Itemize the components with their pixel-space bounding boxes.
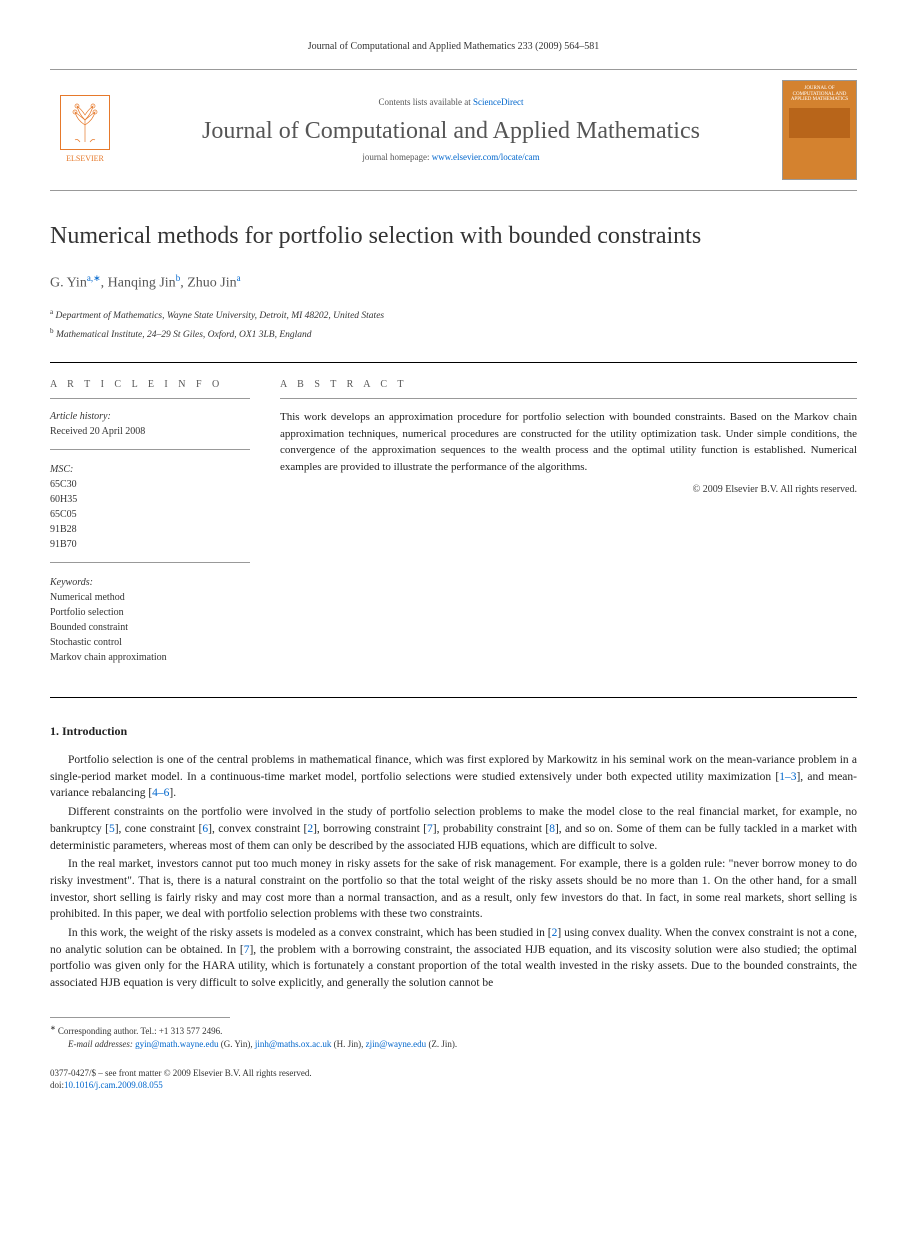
- header-center: Contents lists available at ScienceDirec…: [120, 80, 782, 180]
- elsevier-logo: ELSEVIER: [50, 80, 120, 180]
- affiliation-b: b Mathematical Institute, 24–29 St Giles…: [50, 327, 857, 342]
- section-rule-2: [50, 697, 857, 698]
- p1-c: ].: [169, 787, 176, 799]
- intro-p4: In this work, the weight of the risky as…: [50, 925, 857, 992]
- corresponding-author-note: ∗ Corresponding author. Tel.: +1 313 577…: [50, 1024, 857, 1039]
- history-label: Article history:: [50, 409, 250, 424]
- author-3-marks: a: [237, 273, 241, 283]
- info-abstract-row: A R T I C L E I N F O Article history: R…: [50, 378, 857, 677]
- author-1: G. Yin: [50, 276, 87, 291]
- intro-p1: Portfolio selection is one of the centra…: [50, 752, 857, 802]
- intro-p3: In the real market, investors cannot put…: [50, 856, 857, 923]
- journal-name: Journal of Computational and Applied Mat…: [130, 117, 772, 146]
- author-2-marks: b: [176, 273, 181, 283]
- affil-a-mark: a: [50, 308, 53, 316]
- elsevier-text: ELSEVIER: [66, 153, 104, 164]
- history-block: Article history: Received 20 April 2008: [50, 409, 250, 450]
- p1-a: Portfolio selection is one of the centra…: [50, 754, 857, 783]
- p2-c: ], convex constraint [: [208, 823, 307, 835]
- author-3: Zhuo Jin: [187, 276, 236, 291]
- affiliation-a: a Department of Mathematics, Wayne State…: [50, 308, 857, 323]
- affil-b-mark: b: [50, 327, 54, 335]
- msc-4: 91B70: [50, 537, 250, 552]
- msc-0: 65C30: [50, 477, 250, 492]
- author-1-marks: a,∗: [87, 273, 101, 283]
- author-list: G. Yina,∗, Hanqing Jinb, Zhuo Jina: [50, 272, 857, 293]
- msc-1: 60H35: [50, 492, 250, 507]
- email-label: E-mail addresses:: [68, 1039, 133, 1049]
- article-info-heading: A R T I C L E I N F O: [50, 378, 250, 399]
- footnote-rule: [50, 1017, 230, 1018]
- msc-2: 65C05: [50, 507, 250, 522]
- email-footnote: E-mail addresses: gyin@math.wayne.edu (G…: [50, 1038, 857, 1052]
- abstract-col: A B S T R A C T This work develops an ap…: [280, 378, 857, 677]
- p2-d: ], borrowing constraint [: [313, 823, 427, 835]
- doi-link[interactable]: 10.1016/j.cam.2009.08.055: [64, 1080, 163, 1090]
- elsevier-tree-icon: [60, 95, 110, 150]
- footer-line-1: 0377-0427/$ – see front matter © 2009 El…: [50, 1067, 857, 1080]
- email-name-3: (Z. Jin).: [428, 1039, 457, 1049]
- doi-label: doi:: [50, 1080, 64, 1090]
- kw-4: Markov chain approximation: [50, 650, 250, 665]
- abstract-copyright: © 2009 Elsevier B.V. All rights reserved…: [280, 483, 857, 497]
- header-band: ELSEVIER Contents lists available at Sci…: [50, 69, 857, 191]
- homepage-prefix: journal homepage:: [362, 152, 431, 162]
- abstract-text: This work develops an approximation proc…: [280, 409, 857, 475]
- header-citation: Journal of Computational and Applied Mat…: [50, 40, 857, 54]
- email-link-1[interactable]: gyin@math.wayne.edu: [135, 1039, 218, 1049]
- kw-1: Portfolio selection: [50, 605, 250, 620]
- article-info-col: A R T I C L E I N F O Article history: R…: [50, 378, 250, 677]
- abstract-heading: A B S T R A C T: [280, 378, 857, 399]
- p2-b: ], cone constraint [: [115, 823, 203, 835]
- msc-block: MSC: 65C30 60H35 65C05 91B28 91B70: [50, 462, 250, 563]
- ref-link-4-6[interactable]: 4–6: [152, 787, 169, 799]
- email-name-2: (H. Jin),: [334, 1039, 364, 1049]
- author-2: Hanqing Jin: [108, 276, 176, 291]
- cover-inner-graphic: [789, 108, 849, 138]
- footer-doi: doi:10.1016/j.cam.2009.08.055: [50, 1079, 857, 1092]
- corr-text: Corresponding author. Tel.: +1 313 577 2…: [58, 1026, 223, 1036]
- contents-prefix: Contents lists available at: [379, 97, 473, 107]
- kw-2: Bounded constraint: [50, 620, 250, 635]
- email-link-3[interactable]: zjin@wayne.edu: [366, 1039, 427, 1049]
- homepage-line: journal homepage: www.elsevier.com/locat…: [130, 151, 772, 164]
- msc-3: 91B28: [50, 522, 250, 537]
- p2-e: ], probability constraint [: [433, 823, 549, 835]
- cover-title: JOURNAL OF COMPUTATIONAL AND APPLIED MAT…: [786, 84, 853, 105]
- kw-0: Numerical method: [50, 590, 250, 605]
- affil-a-text: Department of Mathematics, Wayne State U…: [56, 312, 385, 322]
- journal-cover-thumb: JOURNAL OF COMPUTATIONAL AND APPLIED MAT…: [782, 80, 857, 180]
- sciencedirect-link[interactable]: ScienceDirect: [473, 97, 523, 107]
- p4-a: In this work, the weight of the risky as…: [68, 927, 552, 939]
- footer-block: 0377-0427/$ – see front matter © 2009 El…: [50, 1067, 857, 1092]
- keywords-block: Keywords: Numerical method Portfolio sel…: [50, 575, 250, 665]
- section-rule-1: [50, 362, 857, 363]
- msc-label: MSC:: [50, 462, 250, 477]
- article-title: Numerical methods for portfolio selectio…: [50, 221, 857, 252]
- email-link-2[interactable]: jinh@maths.ox.ac.uk: [255, 1039, 332, 1049]
- intro-p2: Different constraints on the portfolio w…: [50, 804, 857, 854]
- corr-mark: ∗: [50, 1025, 56, 1032]
- homepage-link[interactable]: www.elsevier.com/locate/cam: [432, 152, 540, 162]
- affil-b-text: Mathematical Institute, 24–29 St Giles, …: [56, 330, 312, 340]
- history-received: Received 20 April 2008: [50, 424, 250, 439]
- keywords-label: Keywords:: [50, 575, 250, 590]
- kw-3: Stochastic control: [50, 635, 250, 650]
- email-name-1: (G. Yin),: [221, 1039, 253, 1049]
- contents-line: Contents lists available at ScienceDirec…: [130, 96, 772, 109]
- intro-heading: 1. Introduction: [50, 723, 857, 740]
- ref-link-1-3[interactable]: 1–3: [779, 771, 796, 783]
